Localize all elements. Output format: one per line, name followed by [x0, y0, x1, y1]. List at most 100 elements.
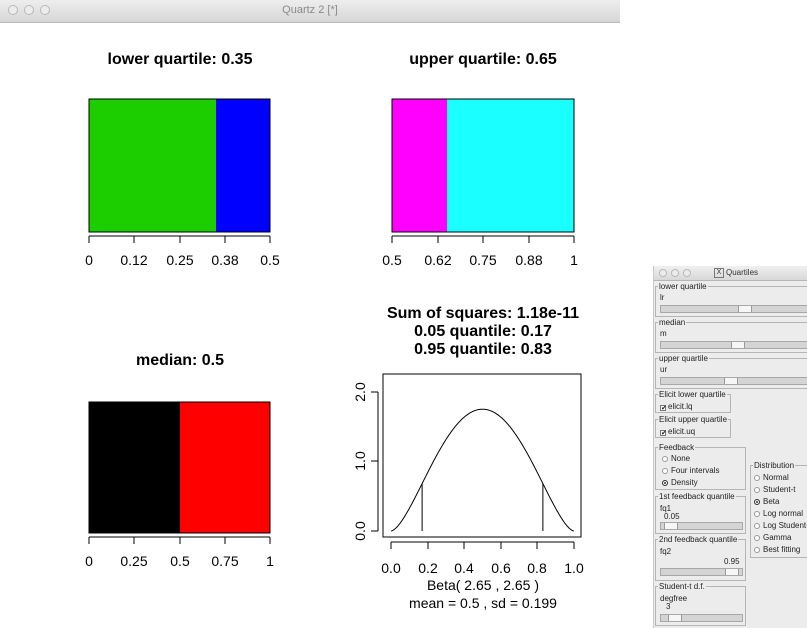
tick-label: 0 — [85, 252, 93, 268]
median-group: median m — [655, 318, 807, 353]
tick-label: 2.0 — [352, 382, 368, 402]
radio-dot — [662, 456, 668, 462]
tick-label: 0.2 — [418, 560, 438, 576]
bar-segment-left — [89, 402, 180, 533]
radio-dot — [754, 547, 760, 553]
tick-label: 0.38 — [211, 252, 238, 268]
quartiles-title: X Quartiles — [714, 268, 758, 278]
degfree-slider[interactable] — [660, 614, 743, 622]
slider-thumb[interactable] — [725, 569, 739, 575]
quartiles-window: X Quartiles lower quartile lr median m up… — [653, 266, 807, 628]
group-legend: lower quartile — [658, 282, 708, 291]
radio-label: Gamma — [763, 533, 792, 542]
quartz-titlebar: Quartz 2 [*] — [0, 0, 620, 23]
lower-quartile-group: lower quartile lr — [655, 282, 807, 317]
tick-label: 0.4 — [454, 560, 474, 576]
panel-upper-quartile: upper quartile: 0.65 0.5 0.62 0.75 0.88 … — [382, 51, 578, 268]
upper-quartile-group: upper quartile ur — [655, 354, 807, 389]
radio-label: Normal — [763, 473, 789, 482]
zoom-button[interactable] — [683, 269, 691, 277]
tick-label: 0.5 — [170, 553, 190, 569]
bar-frame — [88, 98, 271, 233]
summary-label: mean = 0.5 , sd = 0.199 — [409, 595, 557, 611]
density-title-line-3: 0.95 quantile: 0.83 — [414, 341, 552, 358]
bar-segment-right — [180, 402, 270, 533]
distribution-option-best-fitting[interactable]: Best fitting — [754, 545, 800, 554]
panel-lower-quartile: lower quartile: 0.35 0 0.12 0.25 0.38 0.… — [85, 51, 280, 268]
checkbox-mark: ✔ — [660, 405, 667, 412]
feedback-option-none[interactable]: None — [662, 454, 690, 463]
distribution-option-normal[interactable]: Normal — [754, 473, 789, 482]
panel-median: median: 0.5 0 0.25 0.5 0.75 1 — [85, 352, 274, 569]
feedback-option-four-intervals[interactable]: Four intervals — [662, 466, 719, 475]
bar-segment-right — [447, 99, 574, 232]
panel-title: upper quartile: 0.65 — [409, 51, 557, 68]
checkbox-label: elicit.lq — [668, 402, 693, 411]
group-legend: Distribution — [753, 461, 796, 470]
distribution-option-log-student-t[interactable]: Log Student-t — [754, 521, 807, 530]
distribution-option-gamma[interactable]: Gamma — [754, 533, 791, 542]
group-legend: 1st feedback quantile — [658, 492, 736, 501]
group-legend: 2nd feedback quantile — [658, 535, 739, 544]
slider-thumb[interactable] — [668, 615, 682, 621]
slider-variable: lr — [660, 293, 665, 302]
slider-thumb[interactable] — [738, 306, 752, 312]
elicit-uq-checkbox[interactable]: ✔elicit.uq — [660, 427, 695, 437]
tick-label: 0.75 — [469, 252, 496, 268]
slider-variable: fq1 — [660, 504, 672, 513]
minimize-button[interactable] — [671, 269, 679, 277]
elicit-lq-checkbox[interactable]: ✔elicit.lq — [660, 402, 693, 412]
close-button[interactable] — [659, 269, 667, 277]
radio-dot — [754, 535, 760, 541]
x-axis — [391, 235, 575, 243]
slider-value: 0.05 — [664, 512, 680, 521]
radio-dot — [754, 487, 760, 493]
bar-frame — [88, 401, 271, 534]
fq2-group: 2nd feedback quantile fq2 0.95 — [655, 535, 746, 581]
feedback-group: Feedback None Four intervals Density — [655, 443, 746, 490]
tick-label: 0.8 — [527, 560, 547, 576]
tick-label: 1.0 — [564, 560, 584, 576]
slider-variable: degfree — [660, 594, 688, 603]
radio-dot — [754, 523, 760, 529]
median-slider[interactable] — [660, 341, 807, 349]
distribution-option-student-t[interactable]: Student-t — [754, 485, 795, 494]
tick-label: 0.5 — [382, 252, 402, 268]
quartiles-titlebar: X Quartiles — [654, 266, 807, 281]
slider-value: 3 — [666, 602, 671, 611]
bar-frame — [391, 98, 575, 233]
radio-label: Log normal — [763, 509, 804, 518]
tick-label: 0.25 — [166, 252, 193, 268]
upper-quartile-slider[interactable] — [660, 377, 807, 385]
x-axis — [88, 235, 271, 243]
checkbox-mark: ✔ — [660, 430, 667, 437]
slider-variable: fq2 — [660, 547, 672, 556]
radio-label: Best fitting — [763, 545, 801, 554]
panel-title: lower quartile: 0.35 — [108, 51, 253, 68]
zoom-button[interactable] — [40, 5, 50, 15]
window-title: Quartz 2 [*] — [282, 4, 338, 16]
slider-thumb[interactable] — [731, 342, 745, 348]
tick-label: 0.62 — [424, 252, 451, 268]
fq1-slider[interactable] — [660, 522, 743, 530]
plot-canvas: lower quartile: 0.35 0 0.12 0.25 0.38 0.… — [85, 51, 584, 611]
slider-value: 0.95 — [724, 557, 740, 566]
slider-thumb[interactable] — [724, 378, 738, 384]
distribution-option-beta[interactable]: Beta — [754, 497, 779, 506]
radio-dot — [754, 475, 760, 481]
group-legend: Elicit lower quartile — [658, 390, 727, 399]
tick-label: 0.88 — [515, 252, 542, 268]
minimize-button[interactable] — [24, 5, 34, 15]
slider-thumb[interactable] — [664, 523, 678, 529]
feedback-option-density[interactable]: Density — [662, 478, 698, 487]
tick-label: 0.25 — [120, 553, 147, 569]
bar-segment-left — [392, 99, 447, 232]
x11-icon: X — [714, 268, 724, 278]
close-button[interactable] — [8, 5, 18, 15]
group-legend: Feedback — [658, 443, 696, 452]
panel-density: Sum of squares: 1.18e-11 0.05 quantile: … — [352, 305, 584, 611]
tick-label: 0.0 — [352, 521, 368, 541]
distribution-option-log-normal[interactable]: Log normal — [754, 509, 803, 518]
lower-quartile-slider[interactable] — [660, 305, 807, 313]
fq2-slider[interactable] — [660, 568, 743, 576]
